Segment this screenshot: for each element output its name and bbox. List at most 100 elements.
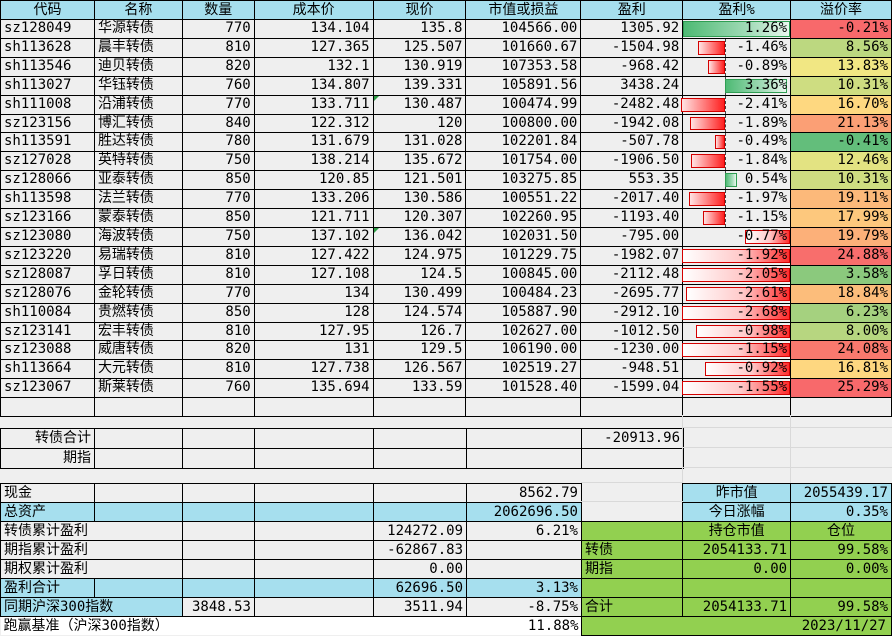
cell-market-value[interactable]: 101660.67 — [465, 37, 582, 58]
cell-market-value[interactable]: 100845.00 — [465, 264, 582, 285]
futures-cum-profit-label[interactable]: 期指累计盈利 — [0, 540, 183, 560]
cell-empty[interactable] — [465, 397, 582, 418]
cell-code[interactable]: sh113546 — [0, 56, 95, 77]
cell-price[interactable]: 129.5 — [372, 340, 467, 361]
position-pct-header[interactable]: 仓位 — [790, 521, 892, 541]
cell-name[interactable]: 宏丰转债 — [93, 321, 183, 342]
cell-code[interactable]: sz123080 — [0, 226, 95, 247]
cell-price[interactable]: 124.5 — [372, 264, 467, 285]
cash-value[interactable]: 8562.79 — [466, 483, 582, 503]
cell-profit[interactable]: -1906.50 — [580, 151, 684, 172]
cell-name[interactable]: 法兰转债 — [93, 189, 183, 210]
cell-cost[interactable]: 133.206 — [253, 189, 374, 210]
pos-bonds-mv[interactable]: 2054133.71 — [682, 540, 792, 560]
cell-profit-pct[interactable]: -0.89% — [682, 56, 792, 77]
profit-total-value[interactable]: 62696.50 — [373, 578, 467, 598]
cell-premium[interactable]: -0.21% — [790, 19, 892, 39]
column-header-6[interactable]: 盈利 — [580, 0, 684, 20]
column-header-5[interactable]: 市值或损益 — [465, 0, 582, 20]
cell[interactable] — [254, 559, 374, 579]
cell-name[interactable]: 沿浦转债 — [93, 94, 183, 115]
cell-price[interactable]: 131.028 — [372, 132, 467, 153]
cell-market-value[interactable]: 105887.90 — [465, 302, 582, 323]
cell-profit[interactable]: -1012.50 — [580, 321, 684, 342]
cell-profit-pct[interactable]: -2.61% — [682, 283, 792, 304]
today-change-value[interactable]: 0.35% — [790, 502, 892, 522]
cell-price[interactable]: 130.499 — [372, 283, 467, 304]
cell-price[interactable]: 120.307 — [372, 208, 467, 228]
cell-market-value[interactable]: 101754.00 — [465, 151, 582, 172]
column-header-1[interactable]: 名称 — [93, 0, 183, 20]
cell-quantity[interactable]: 820 — [181, 56, 255, 77]
column-header-8[interactable]: 溢价率 — [790, 0, 892, 20]
cell-premium[interactable]: 10.31% — [790, 75, 892, 96]
cell-premium[interactable]: -0.41% — [790, 132, 892, 153]
cell-cost[interactable]: 134.807 — [253, 75, 374, 96]
cell-market-value[interactable]: 105891.56 — [465, 75, 582, 96]
cell-market-value[interactable]: 102201.84 — [465, 132, 582, 153]
cell-name[interactable]: 易瑞转债 — [93, 245, 183, 266]
cell-empty[interactable] — [181, 397, 255, 418]
cell-cost[interactable]: 134 — [253, 283, 374, 304]
cell[interactable] — [254, 521, 374, 541]
cell-price[interactable]: 126.7 — [372, 321, 467, 342]
cell-quantity[interactable]: 770 — [181, 283, 255, 304]
options-cum-profit-label[interactable]: 期权累计盈利 — [0, 559, 183, 579]
date[interactable]: 2023/11/27 — [581, 616, 892, 636]
cell-name[interactable]: 晨丰转债 — [93, 37, 183, 58]
cell-profit[interactable]: -1504.98 — [580, 37, 684, 58]
cell-name[interactable]: 大元转债 — [93, 359, 183, 380]
cell-name[interactable]: 华源转债 — [93, 19, 183, 39]
cell-quantity[interactable]: 820 — [181, 340, 255, 361]
cell-code[interactable]: sz123141 — [0, 321, 95, 342]
cell-market-value[interactable]: 101528.40 — [465, 378, 582, 399]
pos-bonds-label[interactable]: 转债 — [580, 540, 684, 560]
cell-quantity[interactable]: 760 — [181, 75, 255, 96]
cell-name[interactable]: 斯莱转债 — [93, 378, 183, 399]
cell[interactable] — [94, 502, 183, 522]
totals-label-futures[interactable]: 期指 — [0, 448, 95, 469]
cell-premium[interactable]: 10.31% — [790, 170, 892, 191]
cell-profit[interactable]: -2912.10 — [580, 302, 684, 323]
position-mv-header[interactable]: 持仓市值 — [682, 521, 792, 541]
cell[interactable] — [254, 502, 374, 522]
cell-profit-pct[interactable]: 0.54% — [682, 170, 792, 191]
cell-name[interactable]: 海波转债 — [93, 226, 183, 247]
cell-quantity[interactable]: 840 — [181, 113, 255, 134]
cell-profit-pct[interactable]: -2.68% — [682, 302, 792, 323]
cell-premium[interactable]: 25.29% — [790, 378, 892, 399]
cell-price[interactable]: 139.331 — [372, 75, 467, 96]
column-header-3[interactable]: 成本价 — [253, 0, 374, 20]
benchmark-beat-value[interactable]: 11.88% — [466, 616, 582, 635]
cell-market-value[interactable]: 103275.85 — [465, 170, 582, 191]
cell-premium[interactable]: 18.84% — [790, 283, 892, 304]
cell[interactable] — [254, 578, 374, 598]
pos-total-pct[interactable]: 99.58% — [790, 597, 892, 617]
cell[interactable] — [254, 428, 374, 449]
cell[interactable] — [466, 428, 582, 449]
cell[interactable] — [94, 428, 183, 449]
cell-name[interactable]: 贵燃转债 — [93, 302, 183, 323]
cell[interactable] — [580, 578, 684, 598]
today-change-label[interactable]: 今日涨幅 — [682, 502, 792, 522]
cell-price[interactable]: 126.567 — [372, 359, 467, 380]
cell-code[interactable]: sh113664 — [0, 359, 95, 380]
cell-profit[interactable]: -2695.77 — [580, 283, 684, 304]
column-header-2[interactable]: 数量 — [181, 0, 255, 20]
cell[interactable] — [94, 578, 183, 598]
cell-cost[interactable]: 134.104 — [253, 19, 374, 39]
cell-profit[interactable]: -1982.07 — [580, 245, 684, 266]
cell-code[interactable]: sh113591 — [0, 132, 95, 153]
cell[interactable] — [466, 448, 582, 469]
cell-quantity[interactable]: 770 — [181, 19, 255, 39]
cell-market-value[interactable]: 100551.22 — [465, 189, 582, 210]
cell-profit-pct[interactable]: -2.05% — [682, 264, 792, 285]
pos-futures-label[interactable]: 期指 — [580, 559, 684, 579]
cell-profit[interactable]: -2017.40 — [580, 189, 684, 210]
cell-name[interactable]: 亚泰转债 — [93, 170, 183, 191]
totals-bonds-pl[interactable]: -20913.96 — [581, 428, 684, 449]
cell[interactable] — [580, 521, 684, 541]
cell[interactable] — [466, 559, 582, 579]
cell-market-value[interactable]: 102627.00 — [465, 321, 582, 342]
cell-premium[interactable]: 13.83% — [790, 56, 892, 77]
